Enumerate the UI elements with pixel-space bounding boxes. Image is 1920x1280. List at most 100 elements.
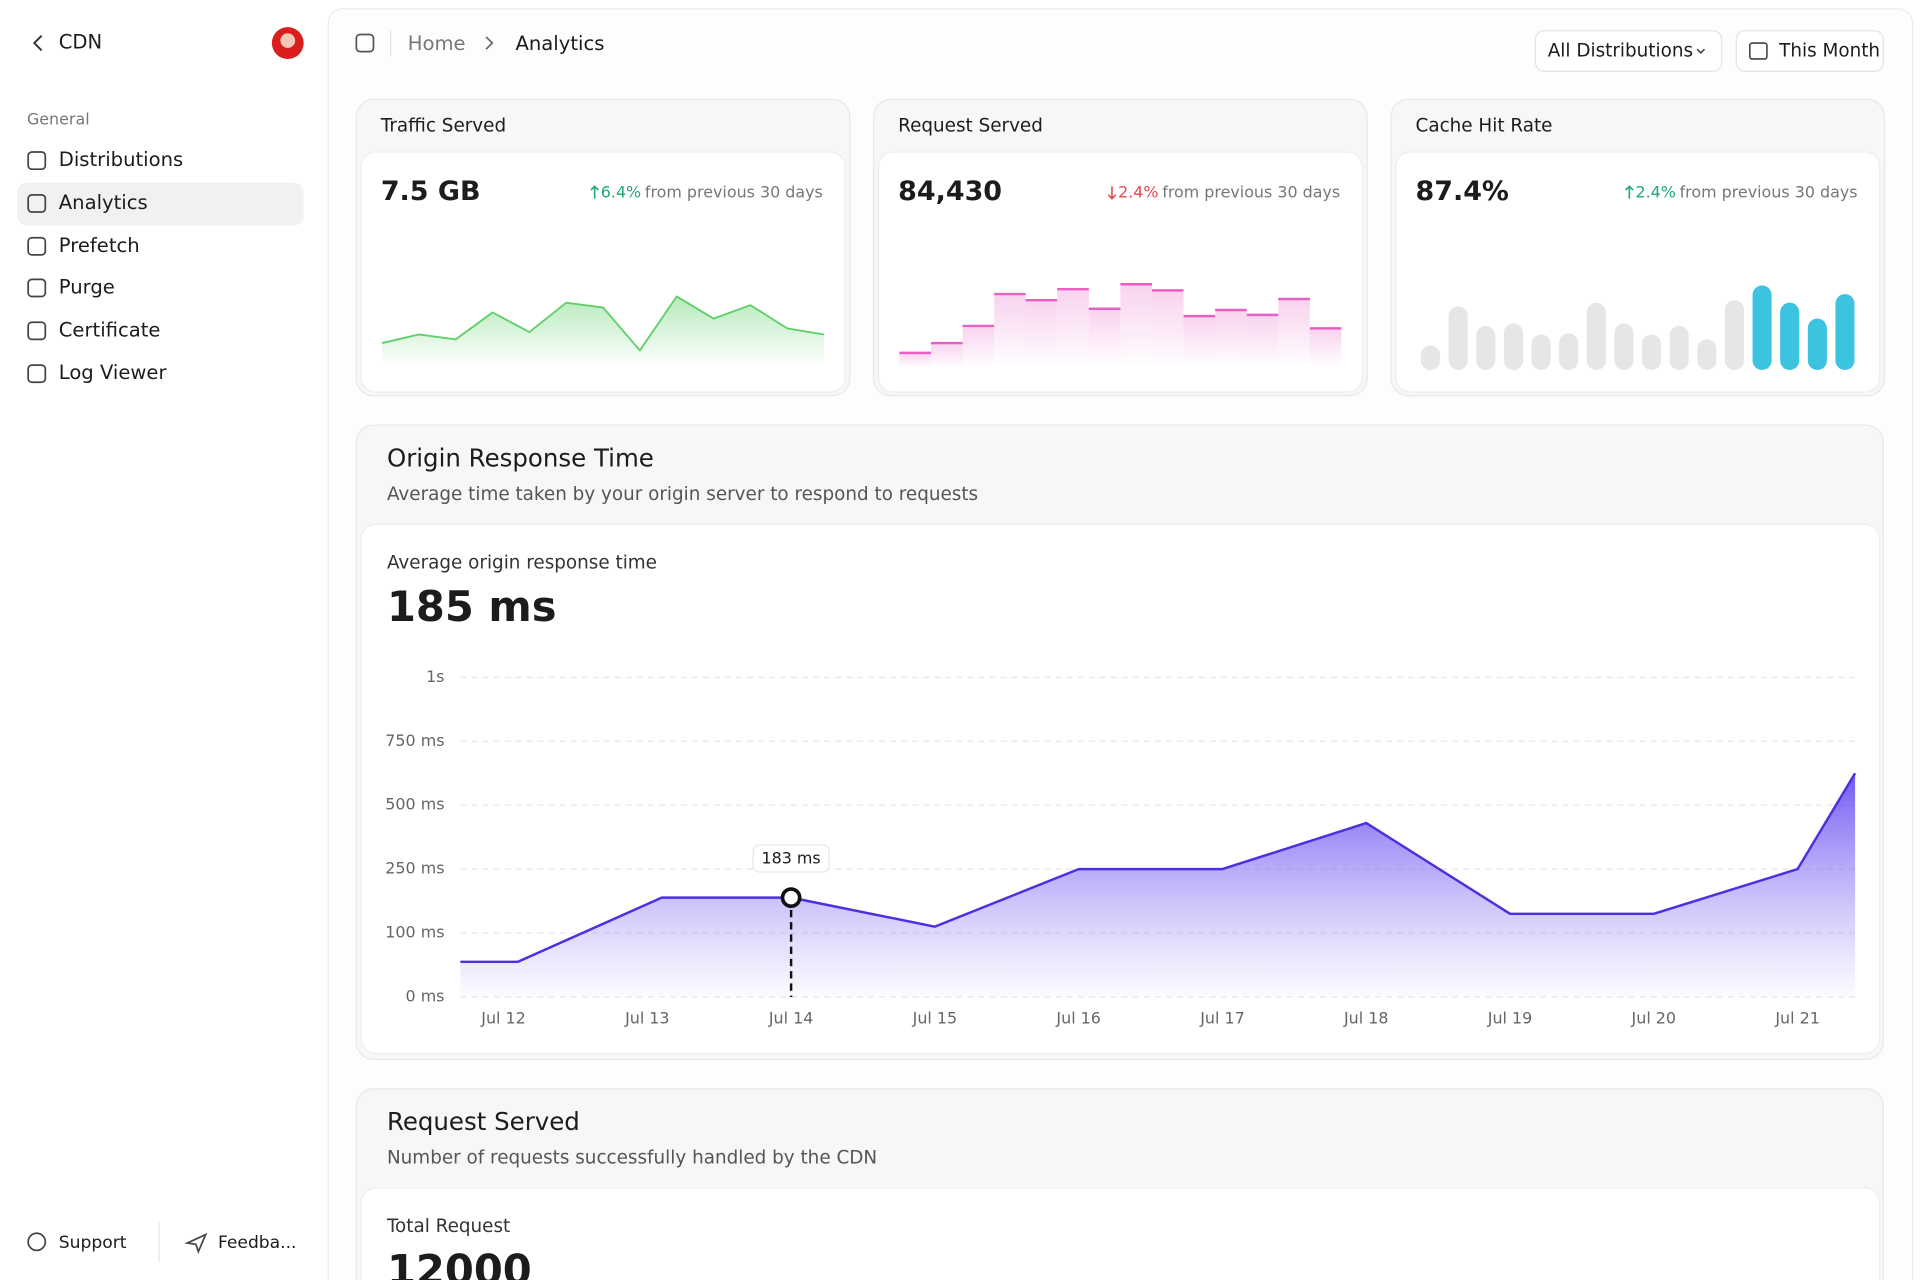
x-tick-label: Jul 19 [1487,1008,1533,1027]
nav-item[interactable]: Log Viewer [59,361,168,384]
bar [1559,333,1579,370]
nav-item[interactable]: Distributions [59,148,183,171]
card-subtitle: Number of requests successfully handled … [387,1148,877,1169]
step-bar [1088,308,1121,368]
step-bar [1278,298,1310,368]
bar [1448,306,1468,370]
bar [1752,285,1772,370]
bar [1642,334,1662,370]
stat-value: 84,430 [898,176,1002,207]
bar [1503,323,1523,370]
y-tick-label: 1s [426,667,444,686]
step-bar [994,294,1026,368]
x-tick-label: Jul 18 [1343,1008,1388,1027]
bar [1586,302,1606,370]
x-tick-label: Jul 16 [1055,1008,1101,1027]
nav-icon [27,321,47,341]
step-bar [1120,284,1152,368]
back-label[interactable]: CDN [59,31,102,54]
distribution-select-label: All Distributions [1548,41,1693,62]
change-arrow [1107,186,1117,200]
card-title: Request Served [387,1107,580,1136]
avatar-face [280,33,296,48]
nav-icon [27,236,47,256]
distribution-select[interactable] [1534,30,1723,72]
metric-label: Total Request [386,1216,510,1237]
bar [1476,325,1496,370]
x-tick-label: Jul 15 [912,1008,958,1027]
support-link[interactable]: Support [59,1233,127,1253]
nav-item[interactable]: Purge [59,275,115,298]
sparkline-area [382,296,825,368]
bar [1531,334,1551,370]
date-range-button[interactable] [1735,30,1884,72]
nav-item[interactable]: Certificate [59,318,161,341]
card-title: Origin Response Time [387,443,654,472]
change-arrow [590,185,599,199]
nav-icon [27,364,47,384]
x-tick-label: Jul 13 [624,1008,670,1027]
x-tick-label: Jul 20 [1631,1008,1677,1027]
nav-item[interactable]: Prefetch [59,234,140,257]
tooltip-label: 183 ms [762,849,821,868]
stat-title: Cache Hit Rate [1416,115,1553,136]
back-icon[interactable] [32,35,43,52]
hover-point [780,887,802,909]
step-bar [930,343,963,368]
calendar-icon [1749,42,1768,60]
sidebar-toggle[interactable] [355,33,375,53]
support-icon [27,1232,47,1252]
sparkline [381,295,825,352]
metric-value: 185 ms [387,582,557,631]
nav-active-bg [17,182,304,226]
step-bar [899,352,931,368]
change-value: 2.4% [1118,182,1158,201]
y-tick-label: 750 ms [385,731,444,750]
step-bar [1057,289,1089,368]
step-bar [1215,310,1247,368]
y-tick-label: 0 ms [406,986,445,1005]
bar [1614,323,1634,370]
x-tick-label: Jul 14 [768,1008,814,1027]
y-tick-label: 250 ms [385,859,444,878]
bar [1780,302,1800,370]
bar [1669,325,1689,370]
bar [1421,345,1441,370]
change-note: from previous 30 days [1162,182,1340,201]
change-value: 6.4% [601,182,641,201]
y-tick-label: 100 ms [385,923,444,942]
stat-value: 87.4% [1416,176,1509,207]
x-tick-label: Jul 12 [480,1008,526,1027]
breadcrumb-home[interactable]: Home [408,32,466,55]
nav-icon [27,278,47,298]
stat-title: Request Served [898,115,1043,136]
bar [1697,339,1717,370]
date-range-label: This Month [1778,41,1880,62]
step-bar [1151,290,1184,368]
breadcrumb-separator [485,36,494,50]
x-tick-label: Jul 17 [1199,1008,1245,1027]
nav-item[interactable]: Analytics [59,191,148,214]
step-bar [1183,316,1216,368]
breadcrumb-current: Analytics [516,32,605,55]
nav-icon [27,151,47,171]
bar [1835,294,1855,370]
area [460,773,1856,997]
bar [1807,318,1827,370]
tooltip [752,844,830,873]
metric-value: 12000 [387,1246,532,1280]
x-tick-label: Jul 21 [1774,1008,1820,1027]
stat-value: 7.5 GB [381,176,481,207]
stat-change: 2.4% from previous 30 days [1118,182,1340,201]
section-label: General [27,110,90,129]
step-bar [1246,314,1279,368]
step-bar [1309,328,1342,368]
y-tick-label: 500 ms [385,795,444,814]
plot: 0 ms 100 ms 250 ms 500 ms 750 ms 1s Jul 12 Jul … [385,667,1857,1027]
stat-title: Traffic Served [380,115,506,136]
feedback-link[interactable]: Feedba... [218,1233,297,1253]
chevron [1696,48,1706,54]
change-value: 2.4% [1635,182,1675,201]
